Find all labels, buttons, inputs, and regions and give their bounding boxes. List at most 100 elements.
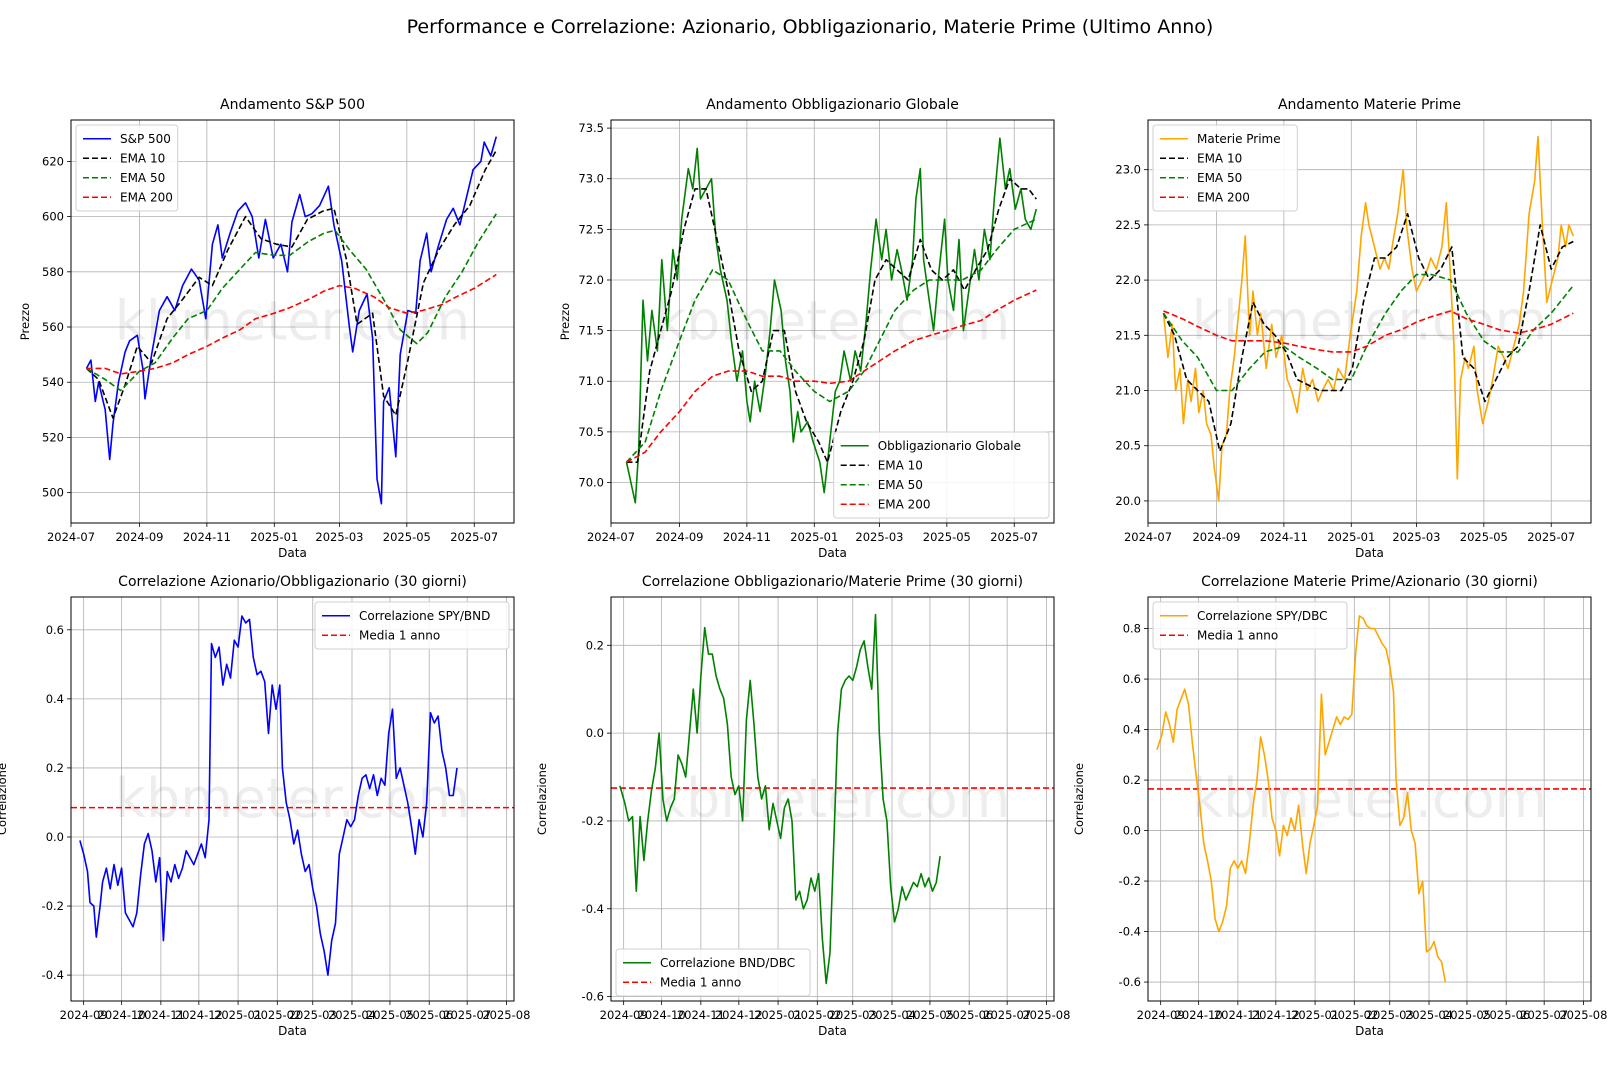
legend-label: Media 1 anno [660,975,741,989]
legend-label: EMA 50 [1197,171,1242,185]
y-tick-label: 0.0 [1123,824,1141,838]
legend: S&P 500 EMA 10 EMA 50 EMA 200 [75,124,179,212]
series-line-obbligazionario-globale [625,137,1038,504]
y-tick-label: 71.0 [578,374,604,388]
y-tick-label: -0.4 [1119,925,1141,939]
y-tick-label: 0.4 [46,692,64,706]
y-tick-label: 21.5 [1115,328,1141,342]
figure-title: Performance e Correlazione: Azionario, O… [406,16,1214,38]
y-tick-label: -0.6 [582,990,604,1004]
series-line-ema-10 [85,150,497,419]
legend: Correlazione SPY/DBC Media 1 anno [1152,601,1348,650]
chart-panel-2: 2024-07 2024-09 2024-11 2025-01 2025-03 2025-… [558,97,1055,560]
y-axis-label: Correlazione [535,763,549,835]
x-tick-label: 2025-07 [1527,530,1575,544]
x-tick-label: 2024-11 [183,530,231,544]
x-tick-label: 2025-04 [868,1008,916,1022]
x-tick-label: 2025-01 [1291,1008,1339,1022]
x-tick-label: 2024-11 [137,1008,185,1022]
series-line-ema-200 [86,273,497,375]
legend: Materie Prime EMA 10 EMA 50 EMA 200 [1152,124,1298,212]
x-tick-label: 2025-03 [1392,530,1440,544]
x-tick-label: 2025-05 [1460,530,1508,544]
x-tick-label: 2024-12 [715,1008,763,1022]
legend-box [615,948,811,997]
y-axis-label: Correlazione [0,763,9,835]
series-line-ema-50 [625,218,1037,463]
chart-panel-6: 2024-092024-102024-112024-122025-012025-… [1072,574,1607,1038]
chart-panel-3: 2024-07 2024-09 2024-11 2025-01 2025-03 2025-… [1115,97,1592,560]
chart-panel-1: 2024-07 2024-09 2024-11 2025-01 2025-03 2025-… [18,97,515,560]
legend: Correlazione BND/DBC Media 1 anno [615,948,811,997]
x-tick-label: 2025-05 [923,530,971,544]
x-tick-label: 2025-06 [1482,1008,1530,1022]
x-tick-label: 2025-05 [1443,1008,1491,1022]
y-tick-label: -0.4 [42,968,64,982]
watermark: kbmeter.com [115,767,471,830]
x-tick-label: 2025-03 [1366,1008,1414,1022]
chart-title: Correlazione Azionario/Obbligazionario (… [118,574,467,590]
chart-title: Correlazione Materie Prime/Azionario (30… [1201,574,1538,590]
x-tick-label: 2025-05 [906,1008,954,1022]
y-tick-label: 23.0 [1115,163,1141,177]
y-tick-label: 520 [42,430,64,444]
legend-label: EMA 50 [878,478,923,492]
chart-panel-4: 2024-092024-102024-112024-122025-012025-… [0,574,530,1038]
y-tick-label: 500 [42,486,64,500]
y-tick-label: 0.8 [1123,622,1141,636]
chart-panel-5: 2024-092024-102024-112024-122025-012025-… [535,574,1070,1038]
x-tick-label: 2025-06 [945,1008,993,1022]
legend-label: EMA 10 [1197,151,1242,165]
x-tick-label: 2025-03 [289,1008,337,1022]
x-tick-label: 2025-01 [754,1008,802,1022]
legend-label: Media 1 anno [359,628,440,642]
x-tick-label: 2024-11 [723,530,771,544]
legend-label: Obbligazionario Globale [878,439,1021,453]
x-tick-label: 2024-09 [115,530,163,544]
x-tick-label: 2025-01 [214,1008,262,1022]
y-tick-label: 540 [42,375,64,389]
x-tick-label: 2024-10 [1175,1008,1223,1022]
x-axis-label: Data [818,1024,847,1038]
y-tick-label: 0.6 [46,623,64,637]
x-tick-label: 2025-08 [482,1008,530,1022]
x-tick-label: 2025-02 [253,1008,301,1022]
y-tick-label: 0.6 [1123,672,1141,686]
x-tick-label: 2025-06 [405,1008,453,1022]
plot-frame [1147,596,1592,1002]
x-tick-label: 2025-07 [443,1008,491,1022]
x-tick-label: 2025-08 [1559,1008,1607,1022]
legend-box [1152,124,1298,212]
x-axis-label: Data [278,1024,307,1038]
y-tick-label: -0.2 [582,814,604,828]
legend-label: Materie Prime [1197,132,1281,146]
legend-label: EMA 50 [120,171,165,185]
x-tick-label: 2024-07 [47,530,95,544]
y-tick-label: 20.0 [1115,494,1141,508]
y-tick-label: 21.0 [1115,384,1141,398]
x-axis-label: Data [278,546,307,560]
x-axis-label: Data [818,546,847,560]
plot-frame [610,596,1055,1002]
x-tick-label: 2024-07 [1124,530,1172,544]
y-tick-label: 73.0 [578,172,604,186]
y-tick-label: 580 [42,265,64,279]
y-tick-label: 0.2 [46,761,64,775]
series-line-correlazione-spy-dbc [1156,615,1447,983]
legend-box [833,431,1050,519]
y-tick-label: -0.2 [42,899,64,913]
y-tick-label: -0.2 [1119,874,1141,888]
legend-label: EMA 200 [120,190,173,204]
y-tick-label: 70.0 [578,475,604,489]
series-line-ema-10 [626,177,1037,463]
x-tick-label: 2024-10 [98,1008,146,1022]
x-tick-label: 2025-08 [1022,1008,1070,1022]
series-line-ema-200 [1163,310,1574,353]
chart-title: Andamento S&P 500 [220,97,365,113]
series-line-ema-50 [86,213,497,392]
y-tick-label: 0.2 [586,638,604,652]
chart-title: Andamento Obbligazionario Globale [706,97,959,113]
series-line-ema-10 [1162,213,1574,452]
x-tick-label: 2025-01 [790,530,838,544]
x-tick-label: 2025-07 [990,530,1038,544]
